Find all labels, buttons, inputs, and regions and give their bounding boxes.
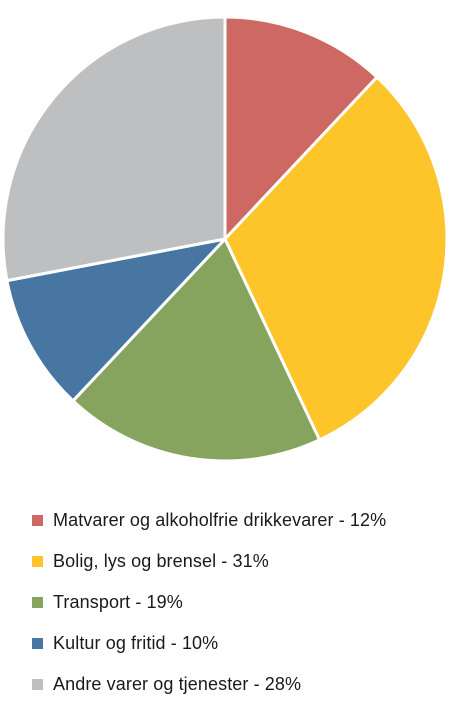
legend-label-kultur: Kultur og fritid - 10% [53,633,219,653]
legend: Matvarer og alkoholfrie drikkevarer - 12… [32,500,386,705]
legend-label-bolig: Bolig, lys og brensel - 31% [53,551,269,571]
legend-label-matvarer: Matvarer og alkoholfrie drikkevarer - 12… [53,510,387,530]
legend-label-andre: Andre varer og tjenester - 28% [53,674,302,694]
legend-item-kultur: Kultur og fritid - 10% [32,623,386,664]
pie-slice-andre [1,15,227,283]
legend-swatch-kultur [32,638,43,649]
legend-item-bolig: Bolig, lys og brensel - 31% [32,541,386,582]
legend-item-andre: Andre varer og tjenester - 28% [32,664,386,705]
legend-swatch-bolig [32,556,43,567]
pie-chart-canvas [1,15,449,463]
pie-slice-transport [71,237,322,463]
pie-slice-bolig [223,75,449,442]
legend-item-transport: Transport - 19% [32,582,386,623]
pie-slice-kultur [5,237,227,403]
legend-swatch-andre [32,679,43,690]
legend-item-matvarer: Matvarer og alkoholfrie drikkevarer - 12… [32,500,386,541]
legend-swatch-transport [32,597,43,608]
pie-slice-matvarer [223,15,379,241]
legend-label-transport: Transport - 19% [53,592,183,612]
legend-swatch-matvarer [32,515,43,526]
